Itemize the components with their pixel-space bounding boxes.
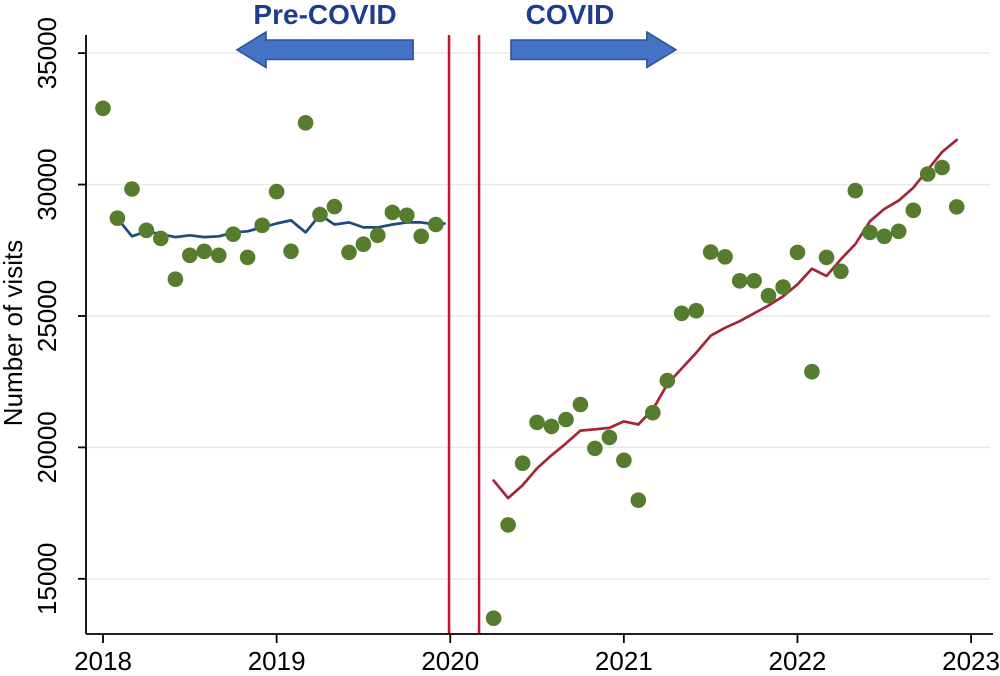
axes <box>78 35 993 643</box>
scatter-point <box>514 455 531 472</box>
y-tick-label: 35000 <box>32 17 62 89</box>
scatter-point <box>413 228 430 245</box>
scatter-point <box>268 183 285 200</box>
scatter-point <box>225 226 241 242</box>
scatter-point <box>297 115 314 131</box>
arrow-annotations <box>235 30 678 69</box>
scatter-point <box>630 492 647 509</box>
scatter-point <box>529 414 545 431</box>
scatter-point <box>95 100 111 117</box>
scatter-point <box>500 517 516 533</box>
scatter-point <box>312 206 328 223</box>
scatter-point <box>688 302 704 319</box>
scatter-point <box>355 236 372 252</box>
y-tick-label: 15000 <box>32 543 62 615</box>
scatter-point <box>254 217 270 234</box>
scatter-point <box>370 227 386 244</box>
scatter-point <box>833 263 849 280</box>
scatter-point <box>211 247 227 264</box>
scatter-point <box>890 223 907 240</box>
scatter-point <box>717 248 733 265</box>
scatter-point <box>818 249 835 266</box>
scatter-point <box>587 440 603 457</box>
scatter-point <box>167 271 184 288</box>
scatter-point <box>876 228 893 245</box>
covid-label: COVID <box>526 0 615 30</box>
covid-arrow <box>510 30 678 69</box>
scatter-point <box>326 198 343 215</box>
gridlines <box>86 52 990 580</box>
x-tick-label: 2023 <box>942 646 1000 676</box>
scatter-point <box>124 181 140 197</box>
scatter-point <box>905 202 922 219</box>
scatter-point <box>572 396 589 413</box>
covid-trend-line <box>492 138 959 500</box>
x-tick-label: 2022 <box>769 646 827 676</box>
scatter-point <box>673 305 690 322</box>
scatter-point <box>543 418 560 435</box>
scatter-point <box>109 210 126 226</box>
scatter-point <box>702 244 719 260</box>
scatter-point <box>919 166 936 182</box>
scatter-point <box>601 429 618 446</box>
covid-reference-lines <box>447 35 481 634</box>
scatter-point <box>760 287 777 304</box>
scatter-point <box>934 159 950 176</box>
x-tick-label: 2021 <box>595 646 653 676</box>
scatter-point <box>485 610 502 626</box>
y-tick-label: 20000 <box>32 411 62 483</box>
scatter-point <box>746 273 762 289</box>
scatter-point <box>775 279 791 295</box>
scatter-point <box>616 452 632 469</box>
scatter-points <box>95 100 965 626</box>
scatter-point <box>731 273 748 289</box>
scatter-point <box>138 222 155 239</box>
scatter-point <box>645 404 661 421</box>
scatter-point <box>384 204 401 221</box>
scatter-point <box>804 363 820 380</box>
scatter-point <box>182 247 198 264</box>
scatter-point <box>196 243 212 260</box>
scatter-point <box>558 411 574 428</box>
y-axis-title: Number of visits <box>0 240 28 426</box>
scatter-point <box>399 207 415 224</box>
y-tick-label: 25000 <box>32 280 62 352</box>
scatter-point <box>659 372 676 389</box>
scatter-point <box>153 230 169 247</box>
scatter-point <box>428 216 444 233</box>
scatter-point <box>789 244 806 261</box>
scatter-point <box>239 249 256 266</box>
x-tick-label: 2018 <box>74 646 132 676</box>
tick-labels: 2018 2019 2020 2021 2022 2023 15000 20000 25000 3… <box>32 17 1000 676</box>
scatter-point <box>847 182 864 199</box>
pre-covid-trend-line <box>116 213 446 239</box>
x-tick-label: 2019 <box>248 646 306 676</box>
trend-lines <box>116 138 959 500</box>
scatter-point <box>948 199 965 215</box>
pre-covid-arrow <box>235 30 414 69</box>
scatter-point <box>862 224 878 241</box>
y-tick-label: 30000 <box>32 148 62 220</box>
scatter-point <box>283 243 299 260</box>
scatter-point <box>341 244 357 261</box>
x-tick-label: 2020 <box>421 646 479 676</box>
pre-covid-label: Pre-COVID <box>253 0 396 30</box>
